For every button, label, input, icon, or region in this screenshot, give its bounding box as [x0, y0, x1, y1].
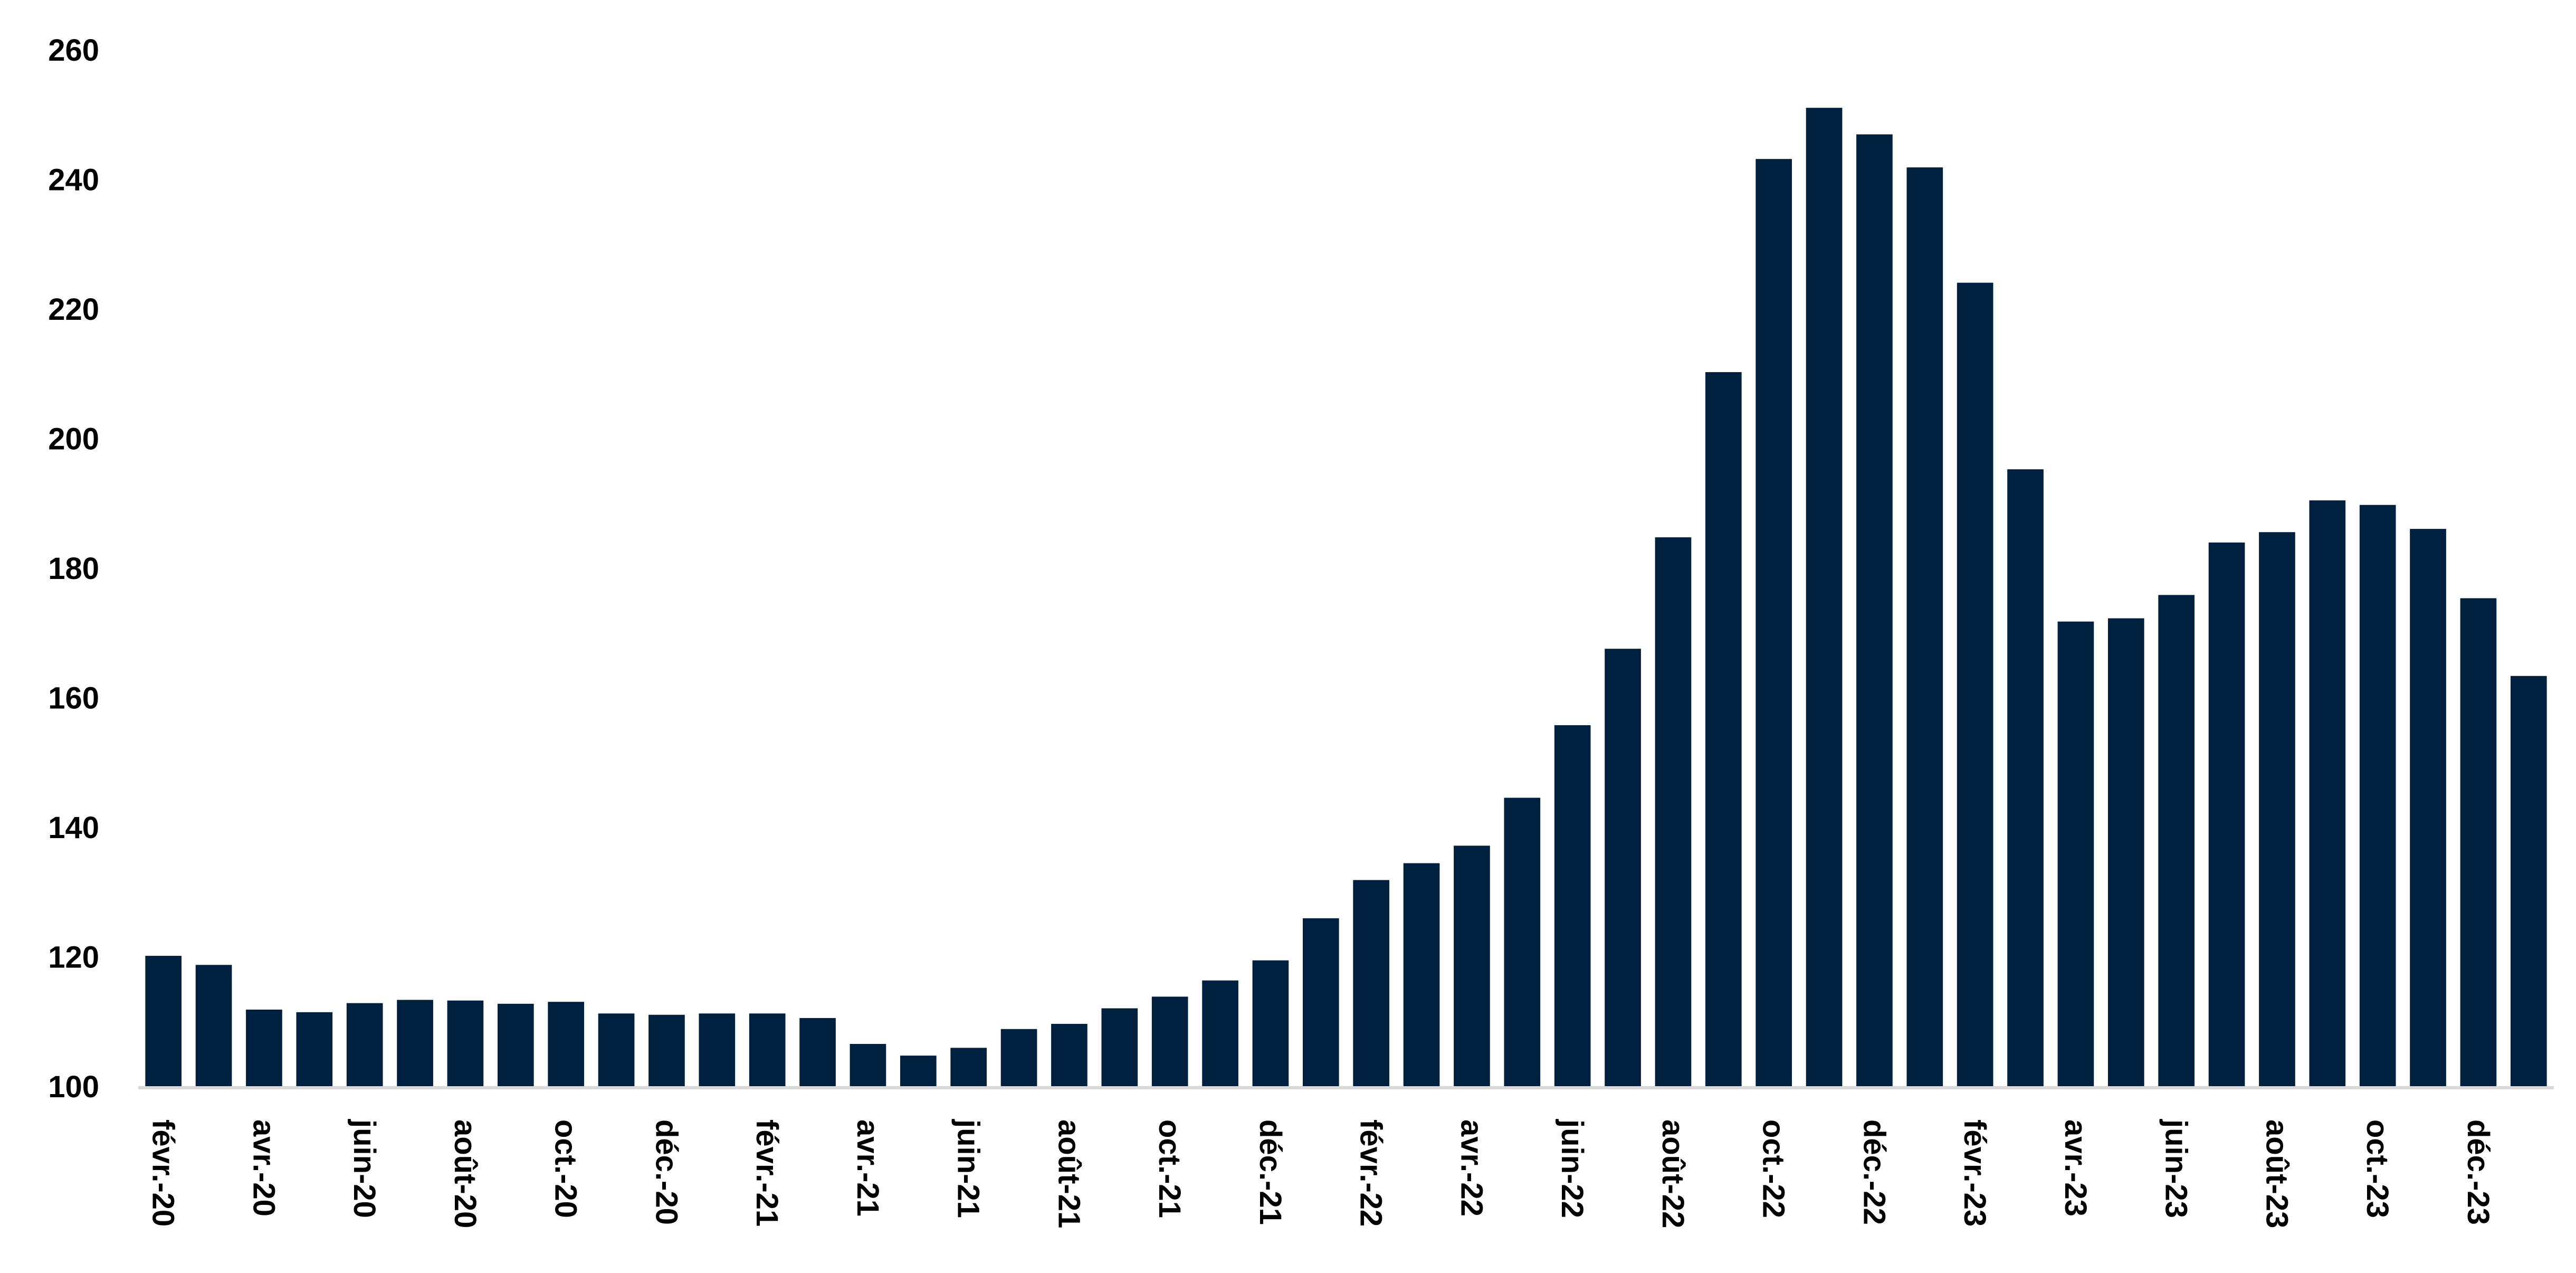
x-tick-label: déc.-20 — [649, 1119, 683, 1225]
bar — [397, 1000, 433, 1087]
x-tick-label: juin-21 — [951, 1119, 986, 1218]
bar — [1655, 537, 1692, 1087]
bar — [447, 1000, 484, 1087]
bar — [2460, 598, 2497, 1087]
bar — [1051, 1023, 1087, 1087]
bar — [1806, 108, 1843, 1087]
y-tick-label: 120 — [48, 940, 99, 975]
bar — [195, 965, 232, 1087]
bar — [1605, 649, 1641, 1087]
x-axis-tick-labels: févr.-20 avr.-20 juin-20 août-20 oct.-20 déc.… — [146, 1119, 2495, 1228]
bar — [2208, 542, 2245, 1087]
bar — [1202, 980, 1238, 1087]
bar — [598, 1013, 635, 1087]
bar — [1252, 960, 1289, 1087]
bar — [346, 1003, 383, 1087]
bar — [1454, 846, 1490, 1087]
y-tick-label: 160 — [48, 681, 99, 716]
x-tick-label: août-21 — [1052, 1119, 1086, 1228]
bar — [749, 1013, 786, 1087]
y-tick-label: 240 — [48, 163, 99, 197]
x-tick-label: févr.-21 — [750, 1119, 784, 1227]
y-tick-label: 140 — [48, 811, 99, 845]
bar — [2057, 621, 2094, 1087]
x-tick-label: oct.-21 — [1152, 1119, 1187, 1218]
bar — [2107, 618, 2144, 1087]
x-tick-label: déc.-23 — [2461, 1119, 2495, 1225]
bar — [1000, 1029, 1037, 1087]
bar — [296, 1012, 333, 1087]
bar — [1906, 167, 1943, 1087]
x-tick-label: avr.-21 — [851, 1119, 885, 1217]
bar — [246, 1009, 282, 1087]
bar — [548, 1002, 585, 1087]
y-tick-label: 180 — [48, 552, 99, 586]
x-tick-label: août-23 — [2259, 1119, 2294, 1228]
bar — [950, 1048, 987, 1087]
bar — [497, 1003, 534, 1087]
bar — [1705, 372, 1742, 1087]
x-tick-label: févr.-20 — [146, 1119, 180, 1227]
x-tick-label: déc.-21 — [1253, 1119, 1287, 1225]
bar — [900, 1056, 937, 1087]
x-tick-label: juin-20 — [347, 1119, 381, 1218]
bar — [1403, 863, 1440, 1087]
bar — [1957, 282, 1993, 1087]
bar — [699, 1013, 736, 1087]
bar — [2158, 595, 2195, 1087]
bar — [145, 956, 182, 1087]
bar — [2510, 676, 2547, 1087]
bar — [2259, 532, 2295, 1087]
bars — [145, 108, 2547, 1087]
x-tick-label: oct.-22 — [1757, 1119, 1791, 1218]
x-tick-label: avr.-20 — [246, 1119, 281, 1217]
y-tick-label: 260 — [48, 33, 99, 68]
bar — [850, 1043, 886, 1087]
x-tick-label: juin-23 — [2159, 1119, 2193, 1218]
y-tick-label: 220 — [48, 292, 99, 327]
x-tick-label: août-20 — [448, 1119, 482, 1228]
bar — [2359, 505, 2396, 1087]
x-tick-label: avr.-23 — [2058, 1119, 2093, 1217]
bar — [1554, 725, 1591, 1087]
bar — [1302, 918, 1339, 1087]
x-tick-label: avr.-22 — [1454, 1119, 1489, 1217]
x-tick-label: oct.-23 — [2360, 1119, 2394, 1218]
bar — [1856, 134, 1893, 1087]
y-axis-tick-labels: 100 120 140 160 180 200 220 240 260 — [48, 33, 99, 1104]
x-tick-label: déc.-22 — [1857, 1119, 1891, 1225]
x-tick-label: févr.-23 — [1958, 1119, 1992, 1227]
bar — [1756, 159, 1792, 1087]
x-tick-label: oct.-20 — [549, 1119, 583, 1218]
y-tick-label: 200 — [48, 422, 99, 457]
bar — [2007, 469, 2044, 1087]
x-tick-label: août-22 — [1656, 1119, 1690, 1228]
x-tick-label: févr.-22 — [1354, 1119, 1388, 1227]
bar — [2309, 500, 2346, 1087]
bar — [1101, 1008, 1138, 1087]
bar — [1353, 880, 1390, 1087]
bar — [648, 1014, 685, 1087]
bar — [2410, 529, 2446, 1087]
bar — [1151, 996, 1188, 1087]
y-tick-label: 100 — [48, 1070, 99, 1104]
x-tick-label: juin-22 — [1555, 1119, 1589, 1218]
bar — [1504, 797, 1541, 1087]
bar — [799, 1018, 836, 1087]
